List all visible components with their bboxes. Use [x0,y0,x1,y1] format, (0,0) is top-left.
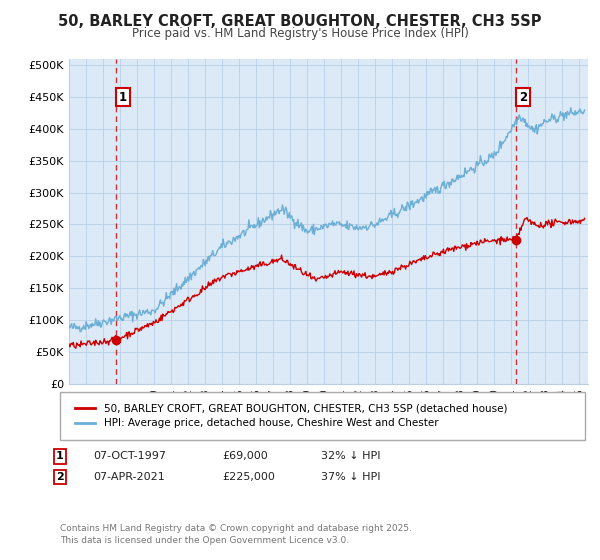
Text: 1: 1 [119,91,127,104]
Text: 1: 1 [56,451,64,461]
Text: 07-APR-2021: 07-APR-2021 [93,472,165,482]
Text: £69,000: £69,000 [222,451,268,461]
Text: 07-OCT-1997: 07-OCT-1997 [93,451,166,461]
Text: Contains HM Land Registry data © Crown copyright and database right 2025.
This d: Contains HM Land Registry data © Crown c… [60,524,412,545]
FancyBboxPatch shape [60,392,585,440]
Text: 50, BARLEY CROFT, GREAT BOUGHTON, CHESTER, CH3 5SP: 50, BARLEY CROFT, GREAT BOUGHTON, CHESTE… [58,14,542,29]
Text: 37% ↓ HPI: 37% ↓ HPI [321,472,380,482]
Text: 2: 2 [519,91,527,104]
Text: 32% ↓ HPI: 32% ↓ HPI [321,451,380,461]
Text: Price paid vs. HM Land Registry's House Price Index (HPI): Price paid vs. HM Land Registry's House … [131,27,469,40]
Legend: 50, BARLEY CROFT, GREAT BOUGHTON, CHESTER, CH3 5SP (detached house), HPI: Averag: 50, BARLEY CROFT, GREAT BOUGHTON, CHESTE… [70,399,511,432]
Text: 2: 2 [56,472,64,482]
Text: £225,000: £225,000 [222,472,275,482]
